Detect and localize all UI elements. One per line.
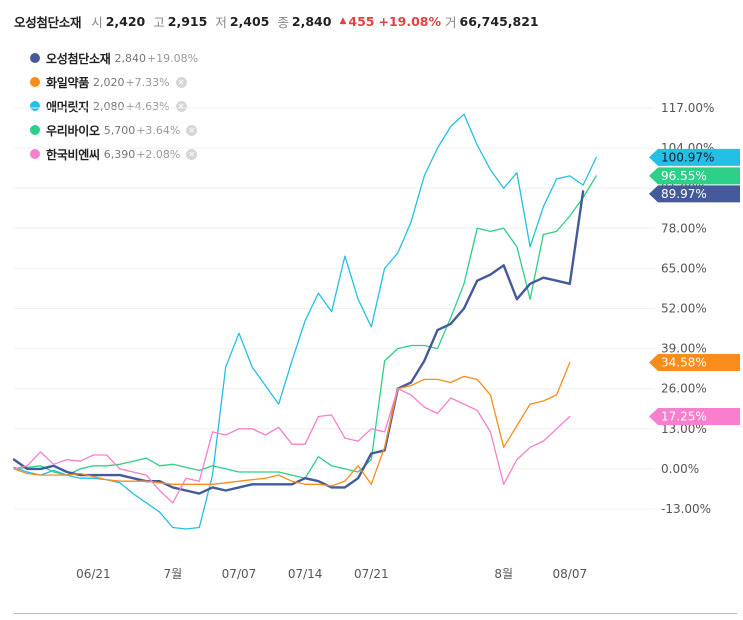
series-line bbox=[13, 175, 597, 479]
up-arrow-icon: ▲ bbox=[339, 16, 347, 26]
legend-price: 2,080 bbox=[92, 99, 125, 113]
legend-name: 화일약품 bbox=[46, 75, 89, 90]
y-tick-label: 52.00% bbox=[661, 302, 707, 316]
series-line bbox=[12, 190, 585, 495]
series-line bbox=[13, 361, 571, 487]
legend-name: 오성첨단소재 bbox=[46, 51, 111, 66]
legend-name: 우리바이오 bbox=[46, 123, 100, 138]
x-tick-label: 07/07 bbox=[222, 567, 257, 581]
end-value-label: 17.25% bbox=[661, 409, 707, 423]
legend-item[interactable]: 오성첨단소재 2,840 +19.08% bbox=[30, 46, 204, 70]
low-value: 2,405 bbox=[229, 13, 270, 29]
legend-percent: +19.08% bbox=[146, 51, 199, 65]
low-label: 저 bbox=[215, 14, 227, 30]
x-tick-label: 07/21 bbox=[354, 567, 389, 581]
end-value-label: 34.58% bbox=[661, 355, 707, 369]
legend-price: 6,390 bbox=[103, 147, 136, 161]
legend-percent: +2.08% bbox=[136, 147, 181, 161]
end-value-tag bbox=[649, 353, 740, 371]
volume-value: 66,745,821 bbox=[459, 13, 539, 29]
legend-item[interactable]: 애머릿지 2,080 +4.63% ✕ bbox=[30, 94, 204, 118]
y-tick-label: -13.00% bbox=[661, 502, 711, 516]
end-value-label: 100.97% bbox=[661, 150, 714, 164]
change-percent: +19.08% bbox=[378, 13, 442, 29]
bottom-divider bbox=[14, 613, 737, 614]
x-tick-label: 07/14 bbox=[288, 567, 323, 581]
y-tick-label: 117.00% bbox=[661, 101, 714, 115]
legend-price: 5,700 bbox=[103, 123, 136, 137]
legend-percent: +7.33% bbox=[125, 75, 170, 89]
stock-name: 오성첨단소재 bbox=[14, 14, 82, 30]
comparison-legend: 오성첨단소재 2,840 +19.08% 화일약품 2,020 +7.33% ✕… bbox=[30, 46, 204, 166]
open-value: 2,420 bbox=[105, 13, 146, 29]
y-tick-label: 78.00% bbox=[661, 221, 707, 235]
legend-name: 한국비엔씨 bbox=[46, 147, 100, 162]
y-tick-label: 13.00% bbox=[661, 422, 707, 436]
series-color-dot bbox=[30, 125, 40, 135]
close-label: 종 bbox=[277, 14, 289, 30]
y-tick-label: 26.00% bbox=[661, 382, 707, 396]
series-color-dot bbox=[30, 77, 40, 87]
end-value-tag bbox=[649, 407, 740, 425]
end-value-label: 96.55% bbox=[661, 169, 707, 183]
x-tick-label: 7월 bbox=[163, 567, 182, 581]
close-value: 2,840 bbox=[291, 13, 332, 29]
legend-item[interactable]: 한국비엔씨 6,390 +2.08% ✕ bbox=[30, 142, 204, 166]
legend-item[interactable]: 화일약품 2,020 +7.33% ✕ bbox=[30, 70, 204, 94]
end-value-tag bbox=[649, 167, 740, 185]
stock-summary-header: 오성첨단소재 시 2,420 고 2,915 저 2,405 종 2,840 ▲… bbox=[14, 10, 547, 32]
volume-label: 거 bbox=[445, 14, 457, 30]
x-tick-label: 08/07 bbox=[553, 567, 588, 581]
end-value-tag bbox=[649, 148, 740, 166]
series-line bbox=[13, 388, 571, 504]
legend-name: 애머릿지 bbox=[46, 99, 89, 114]
high-value: 2,915 bbox=[167, 13, 208, 29]
series-line bbox=[13, 113, 597, 530]
y-tick-label: 0.00% bbox=[661, 462, 699, 476]
remove-series-close-icon[interactable]: ✕ bbox=[186, 124, 198, 136]
remove-series-close-icon[interactable]: ✕ bbox=[186, 148, 198, 160]
end-value-label: 89.97% bbox=[661, 187, 707, 201]
remove-series-close-icon[interactable]: ✕ bbox=[175, 76, 187, 88]
open-label: 시 bbox=[91, 14, 103, 30]
series-color-dot bbox=[30, 53, 40, 63]
y-tick-label: 65.00% bbox=[661, 261, 707, 275]
series-color-dot bbox=[30, 149, 40, 159]
high-label: 고 bbox=[153, 14, 165, 30]
y-tick-label: 39.00% bbox=[661, 342, 707, 356]
remove-series-close-icon[interactable]: ✕ bbox=[175, 100, 187, 112]
legend-price: 2,020 bbox=[92, 75, 125, 89]
change-value: 455 bbox=[348, 13, 375, 29]
x-tick-label: 06/21 bbox=[76, 567, 111, 581]
series-color-dot bbox=[30, 101, 40, 111]
legend-percent: +4.63% bbox=[125, 99, 170, 113]
legend-item[interactable]: 우리바이오 5,700 +3.64% ✕ bbox=[30, 118, 204, 142]
end-value-tag bbox=[649, 185, 740, 203]
x-tick-label: 8월 bbox=[494, 567, 513, 581]
legend-price: 2,840 bbox=[114, 51, 146, 65]
legend-percent: +3.64% bbox=[136, 123, 181, 137]
